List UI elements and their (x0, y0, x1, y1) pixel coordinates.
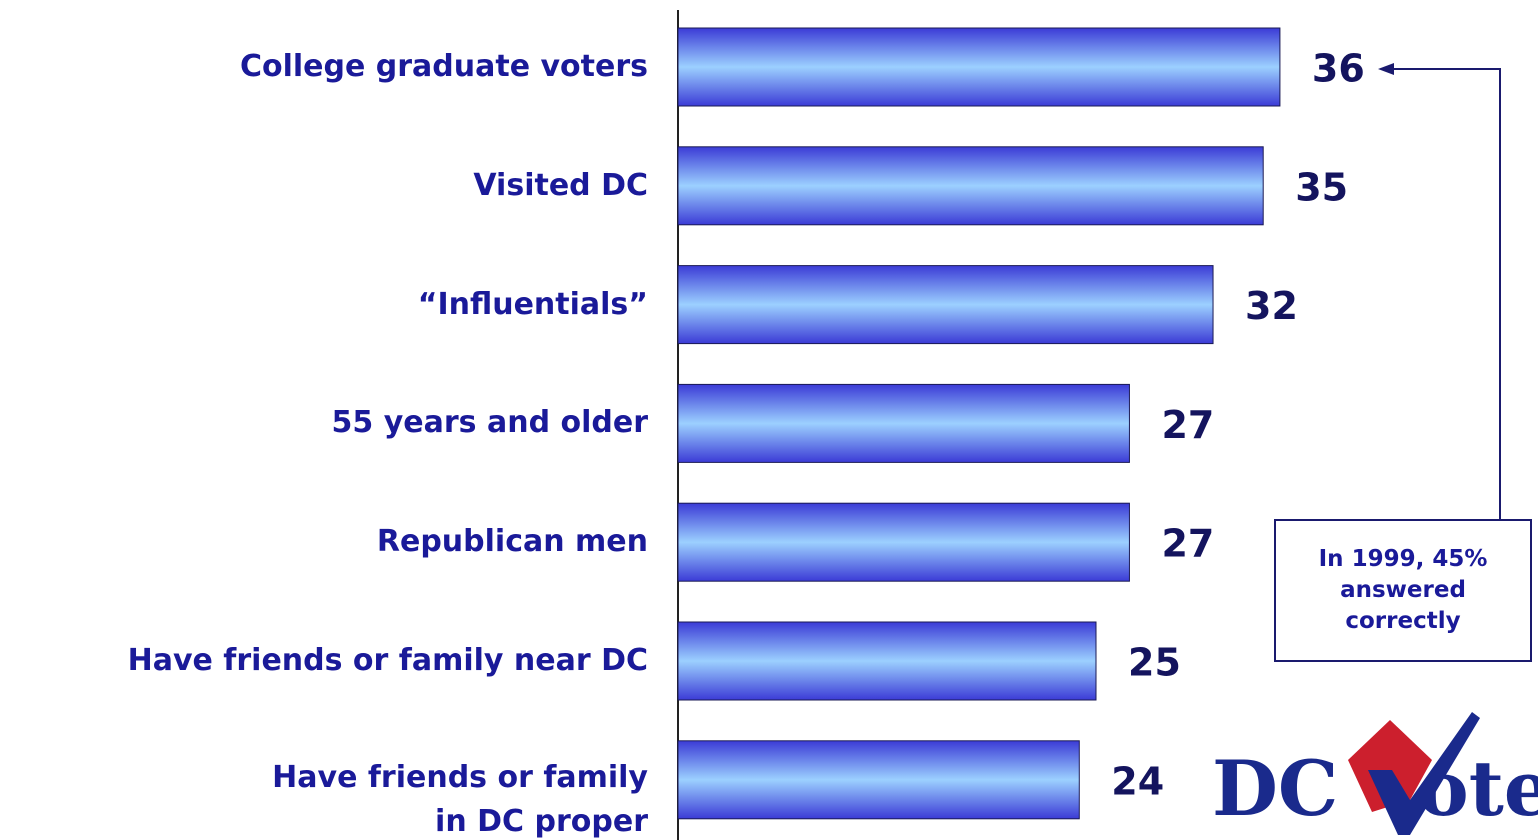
category-label: Have friends or family near DC (127, 643, 648, 678)
logo: DC ote (1212, 712, 1538, 835)
value-label: 36 (1312, 47, 1365, 91)
bar (677, 502, 1130, 582)
value-label: 27 (1161, 403, 1214, 447)
category-label: “Influentials” (417, 286, 648, 322)
value-label: 25 (1128, 641, 1181, 685)
annotation-arrow (1392, 68, 1501, 519)
bar (677, 265, 1214, 345)
logo-text: DC (1212, 744, 1338, 833)
bar (677, 146, 1264, 226)
category-label: Republican men (376, 524, 648, 560)
value-label: 32 (1245, 284, 1298, 328)
value-label: 27 (1161, 522, 1214, 566)
logo-map (1348, 720, 1432, 812)
category-label: Have friends or family in DC proper (272, 759, 648, 839)
bar (677, 383, 1130, 463)
bar (677, 621, 1097, 701)
bar (677, 740, 1080, 820)
category-label: 55 years and older (331, 405, 648, 441)
bar (677, 27, 1281, 107)
arrow-head (1378, 63, 1394, 75)
annotation: In 1999, 45% answered correctly (1274, 519, 1532, 662)
category-label: College graduate voters (239, 49, 648, 84)
logo-check (1368, 712, 1480, 835)
value-label: 35 (1295, 165, 1348, 209)
logo-text: ote (1418, 744, 1538, 833)
value-label: 24 (1111, 759, 1164, 803)
category-label: Visited DC (473, 167, 648, 203)
